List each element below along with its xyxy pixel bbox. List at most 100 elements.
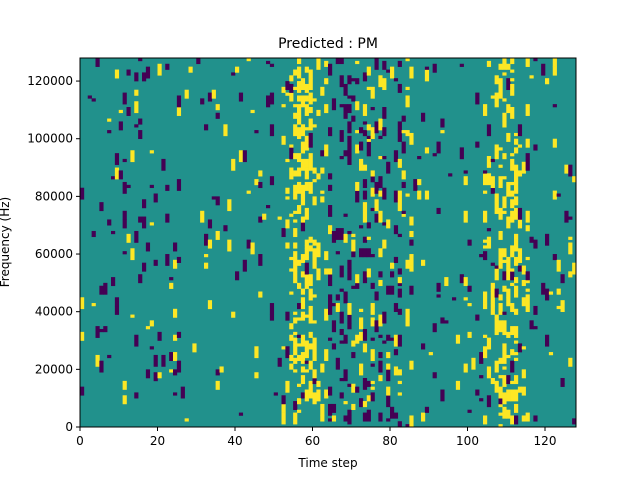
heatmap-cell: [421, 412, 426, 422]
heatmap-cell: [424, 190, 430, 200]
heatmap-cell: [533, 144, 538, 151]
heatmap-cell: [300, 271, 306, 278]
heatmap-cell: [300, 216, 306, 223]
heatmap-cell: [382, 222, 387, 226]
heatmap-cell: [293, 242, 298, 249]
heatmap-cell: [397, 282, 402, 287]
heatmap-cell: [506, 375, 511, 385]
heatmap-cell: [293, 311, 298, 315]
heatmap-cell: [95, 354, 100, 367]
heatmap-cell: [490, 303, 495, 307]
heatmap-cell: [235, 271, 240, 281]
heatmap-cell: [359, 398, 364, 408]
heatmap-cell: [397, 233, 402, 238]
heatmap-cell: [258, 291, 263, 298]
heatmap-cell: [463, 277, 468, 287]
heatmap-cell: [459, 63, 464, 67]
heatmap-cell: [378, 412, 383, 422]
heatmap-cell: [378, 210, 383, 223]
heatmap-cell: [463, 363, 468, 373]
heatmap-cell: [351, 352, 356, 359]
heatmap-cell: [486, 236, 492, 240]
heatmap-cell: [114, 297, 120, 307]
heatmap-cell: [397, 60, 402, 67]
heatmap-cell: [289, 213, 294, 217]
heatmap-cell: [215, 230, 220, 240]
heatmap-cell: [370, 317, 375, 327]
heatmap-cell: [304, 369, 309, 373]
heatmap-cell: [568, 357, 573, 367]
heatmap-cell: [405, 424, 410, 428]
heatmap-cell: [572, 176, 577, 183]
heatmap-cell: [552, 190, 557, 200]
heatmap-cell: [114, 69, 120, 79]
heatmap-cell: [521, 346, 526, 350]
heatmap-cell: [320, 167, 325, 174]
heatmap-cell: [405, 86, 410, 91]
heatmap-cell: [483, 170, 488, 174]
y-tick-label: 80000: [35, 189, 73, 203]
heatmap-cell: [397, 268, 402, 275]
heatmap-cell: [409, 239, 414, 246]
heatmap-cell: [393, 366, 399, 376]
heatmap-cell: [409, 360, 414, 370]
heatmap-cell: [207, 92, 213, 102]
heatmap-cell: [409, 66, 414, 79]
heatmap-cell: [386, 334, 391, 341]
heatmap-cell: [436, 294, 441, 298]
heatmap-cell: [517, 386, 523, 393]
heatmap-cell: [312, 179, 317, 183]
heatmap-cell: [351, 383, 356, 393]
heatmap-cell: [483, 190, 488, 194]
heatmap-cell: [122, 92, 127, 105]
heatmap-cell: [502, 176, 507, 180]
heatmap-cell: [347, 153, 352, 165]
heatmap-cell: [525, 412, 530, 422]
heatmap-cell: [328, 403, 333, 416]
heatmap-cell: [347, 135, 352, 142]
heatmap-cell: [254, 346, 259, 359]
heatmap-cell: [502, 271, 507, 281]
heatmap-cell: [362, 72, 368, 82]
y-tick-label: 0: [65, 420, 73, 434]
heatmap-cell: [432, 153, 437, 157]
heatmap-cell: [297, 58, 302, 65]
heatmap-cell: [231, 311, 236, 318]
heatmap-cell: [494, 288, 499, 298]
heatmap-cell: [153, 193, 158, 203]
heatmap-cell: [91, 303, 96, 307]
heatmap-cell: [521, 161, 526, 174]
heatmap-cell: [506, 331, 511, 338]
heatmap-cell: [293, 170, 298, 177]
heatmap-cell: [304, 262, 309, 275]
heatmap-cell: [386, 418, 391, 422]
heatmap-cell: [126, 107, 131, 116]
heatmap-cell: [362, 343, 368, 353]
heatmap-cell: [297, 181, 302, 194]
heatmap-cell: [316, 173, 321, 180]
heatmap-cell: [366, 236, 371, 240]
heatmap-cell: [145, 66, 151, 79]
heatmap-cell: [347, 409, 352, 416]
heatmap-cell: [529, 320, 534, 330]
heatmap-cell: [157, 63, 162, 76]
heatmap-cell: [374, 320, 379, 333]
heatmap-cell: [134, 101, 139, 114]
heatmap-cell: [331, 343, 337, 350]
heatmap-cell: [366, 222, 371, 229]
heatmap-cell: [521, 279, 526, 287]
heatmap-cell: [510, 190, 515, 197]
heatmap-cell: [351, 239, 356, 252]
heatmap-cell: [548, 352, 554, 356]
heatmap-cell: [176, 95, 182, 108]
heatmap-cell: [506, 256, 511, 269]
heatmap-cell: [386, 395, 391, 408]
heatmap-cell: [347, 121, 352, 134]
heatmap-cell: [514, 389, 519, 402]
heatmap-cell: [486, 156, 492, 165]
heatmap-cell: [533, 415, 538, 422]
heatmap-cell: [176, 360, 182, 373]
heatmap-cell: [324, 389, 329, 399]
heatmap-cell: [335, 251, 340, 255]
heatmap-cell: [514, 181, 519, 194]
